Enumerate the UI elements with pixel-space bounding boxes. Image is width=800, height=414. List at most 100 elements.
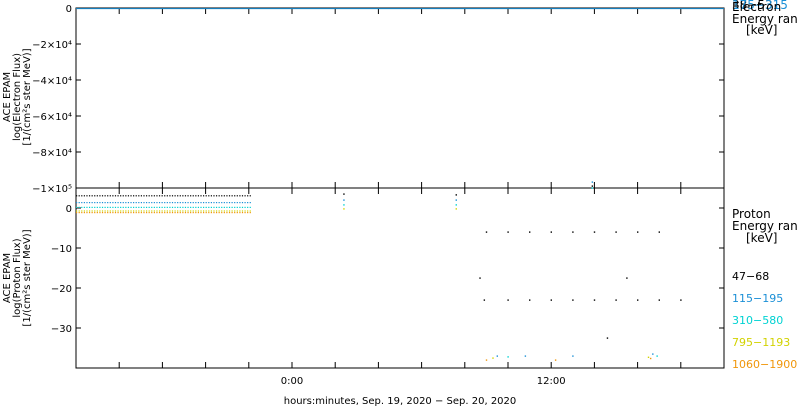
proton-point — [221, 195, 223, 197]
proton-point — [127, 212, 130, 214]
proton-point — [208, 206, 210, 208]
proton-point — [78, 212, 80, 214]
proton-point — [203, 202, 205, 204]
proton-point — [83, 202, 85, 204]
proton-point — [177, 202, 179, 204]
proton-point — [127, 206, 130, 208]
proton-point — [249, 210, 251, 212]
proton-point — [138, 195, 140, 197]
proton-point — [637, 231, 639, 233]
proton-point — [247, 206, 249, 208]
proton-point — [192, 210, 194, 212]
proton-point — [153, 212, 155, 214]
proton-point — [455, 199, 457, 201]
proton-point — [485, 231, 488, 233]
proton-point — [99, 202, 101, 204]
proton-point — [247, 202, 249, 204]
proton-point — [190, 202, 192, 204]
proton-point — [161, 210, 163, 212]
proton-point — [184, 195, 187, 197]
proton-point — [215, 206, 218, 208]
proton-point — [117, 202, 119, 204]
proton-point — [455, 204, 457, 206]
proton-point — [231, 195, 233, 197]
proton-point — [649, 357, 652, 360]
proton-point — [187, 195, 189, 197]
proton-legend-series-1: 47−68 — [732, 270, 769, 283]
proton-point — [591, 187, 594, 189]
proton-point — [221, 202, 223, 204]
proton-point — [190, 195, 192, 197]
proton-point — [226, 206, 228, 208]
proton-point — [143, 210, 145, 212]
proton-point — [203, 210, 205, 212]
proton-point — [158, 212, 161, 214]
proton-point — [145, 195, 148, 197]
proton-point — [76, 206, 78, 208]
proton-point — [114, 212, 117, 214]
proton-point — [205, 195, 207, 197]
proton-point — [104, 202, 106, 204]
proton-point — [455, 194, 457, 196]
proton-point — [158, 206, 161, 208]
proton-point — [218, 202, 220, 204]
proton-point — [174, 212, 176, 214]
proton-legend-title: Proton — [732, 207, 771, 221]
proton-point — [182, 206, 184, 208]
proton-point — [343, 193, 345, 195]
proton-point — [218, 210, 220, 212]
proton-point — [145, 202, 148, 204]
proton-point — [205, 202, 207, 204]
proton-point — [130, 212, 132, 214]
proton-point — [143, 202, 145, 204]
proton-point — [236, 206, 238, 208]
x-tick-label: 12:00 — [537, 376, 566, 387]
electron-ytick-label: −1×10⁵ — [32, 184, 72, 195]
proton-point — [221, 206, 223, 208]
proton-ylabel-line2: log(Proton Flux) — [12, 238, 23, 317]
proton-point — [107, 210, 109, 212]
proton-point — [76, 212, 78, 214]
proton-point — [94, 210, 96, 212]
proton-point — [223, 210, 225, 212]
proton-point — [184, 206, 187, 208]
proton-point — [96, 212, 98, 214]
proton-point — [208, 195, 210, 197]
proton-point — [197, 212, 200, 214]
proton-point — [228, 202, 231, 204]
proton-point — [151, 212, 153, 214]
proton-point — [117, 195, 119, 197]
proton-point — [83, 210, 85, 212]
proton-point — [210, 195, 212, 197]
proton-point — [91, 195, 93, 197]
proton-point — [591, 181, 594, 183]
proton-point — [83, 212, 85, 214]
proton-point — [239, 210, 241, 212]
proton-point — [524, 355, 527, 357]
proton-point — [94, 212, 96, 214]
proton-point — [203, 206, 205, 208]
proton-point — [104, 195, 106, 197]
x-tick-label: 0:00 — [281, 376, 303, 387]
proton-point — [153, 210, 155, 212]
proton-point — [133, 206, 135, 208]
x-tick-labels: 0:00 12:00 — [281, 376, 566, 387]
proton-point — [169, 212, 171, 214]
proton-point — [151, 206, 153, 208]
proton-point — [112, 195, 114, 197]
proton-point — [133, 210, 135, 212]
proton-point — [104, 210, 106, 212]
proton-point — [236, 195, 238, 197]
proton-point — [213, 210, 215, 212]
proton-point — [161, 212, 163, 214]
proton-point — [158, 210, 161, 212]
proton-point — [96, 195, 98, 197]
proton-point — [190, 212, 192, 214]
proton-point — [96, 206, 98, 208]
proton-point — [200, 210, 202, 212]
proton-point — [647, 356, 650, 358]
proton-point — [179, 206, 181, 208]
proton-point — [127, 195, 130, 197]
proton-point — [228, 210, 231, 212]
proton-point — [223, 206, 225, 208]
